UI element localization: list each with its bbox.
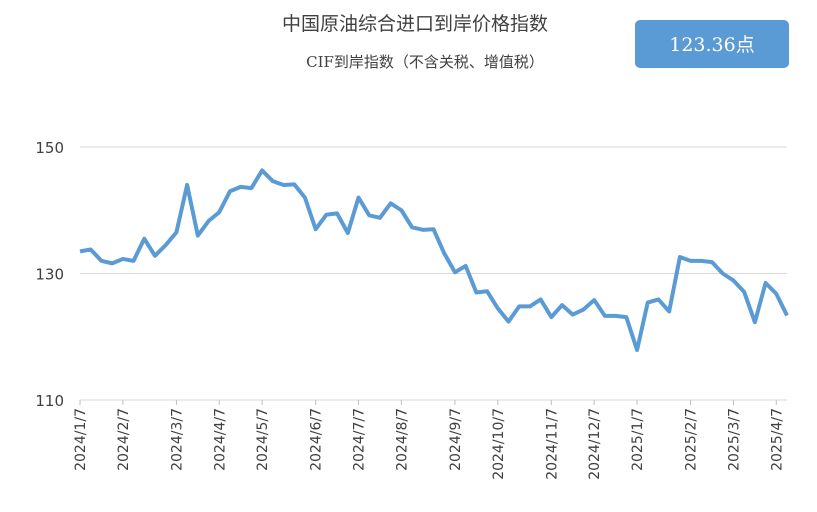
chart-subtitle: CIF到岸指数（不含关税、增值税） xyxy=(306,53,544,71)
x-tick-label: 2024/6/7 xyxy=(309,408,325,471)
annotation-box xyxy=(635,20,789,68)
chart-title: 中国原油综合进口到岸价格指数 xyxy=(282,13,548,35)
y-tick-label: 110 xyxy=(35,392,64,410)
x-tick-label: 2025/3/7 xyxy=(726,408,742,471)
x-tick-label: 2025/2/7 xyxy=(684,408,700,471)
x-tick-label: 2025/1/7 xyxy=(630,408,646,471)
x-tick-label: 2024/2/7 xyxy=(116,408,132,471)
data-line xyxy=(79,168,789,353)
x-tick-label: 2025/4/7 xyxy=(769,408,785,471)
y-tick-label: 130 xyxy=(35,266,64,284)
y-tick-label: 150 xyxy=(35,139,64,157)
x-tick-label: 2024/5/7 xyxy=(255,408,271,471)
x-tick-label: 2024/3/7 xyxy=(169,408,185,471)
x-tick-label: 2024/7/7 xyxy=(352,408,368,471)
x-tick-label: 2024/8/7 xyxy=(394,408,410,471)
x-tick-label: 2024/11/7 xyxy=(544,408,560,480)
x-tick-label: 2024/10/7 xyxy=(491,408,507,480)
x-tick-label: 2024/9/7 xyxy=(448,408,464,471)
x-tick-label: 2024/1/7 xyxy=(73,408,89,471)
annotation: 123.36点 xyxy=(669,34,754,56)
x-tick-label: 2024/4/7 xyxy=(212,408,228,471)
x-tick-label: 2024/12/7 xyxy=(587,408,603,480)
